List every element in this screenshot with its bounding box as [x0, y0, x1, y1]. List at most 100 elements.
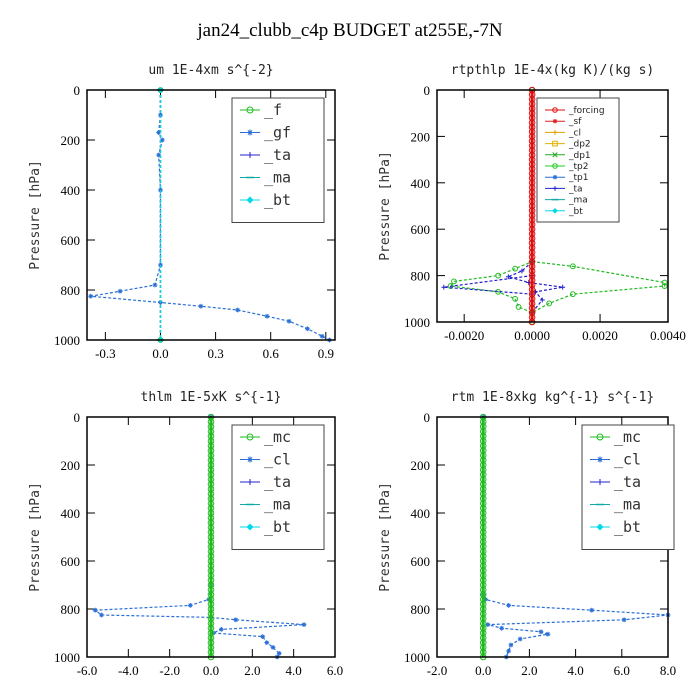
um-legend-marker	[246, 106, 254, 114]
rtpthlp-series-line	[506, 261, 563, 314]
um-series-marker	[235, 307, 241, 313]
um-series-marker	[198, 303, 204, 309]
rtpthlp-legend-label: _dp1	[568, 151, 591, 161]
rtpthlp-series-marker	[528, 109, 536, 117]
thlm-series-marker	[270, 645, 276, 650]
thlm-series-marker	[207, 610, 215, 618]
rtpthlp-y-tick-label: 600	[411, 222, 431, 237]
rtpthlp-series-marker	[528, 309, 536, 317]
thlm-series-marker	[207, 581, 215, 589]
rtpthlp-legend-label: _cl	[568, 128, 581, 138]
rtm-series-marker	[479, 519, 487, 526]
thlm-legend-marker	[246, 433, 254, 441]
rtpthlp-series-marker	[661, 279, 668, 286]
rtm-series-marker	[479, 581, 487, 589]
rtpthlp-y-tick-label: 400	[411, 176, 431, 191]
thlm-series-marker	[207, 519, 215, 526]
rtpthlp-series-marker	[528, 184, 536, 191]
rtm-series-marker	[479, 500, 487, 507]
panel-um: um 1E-4xm s^{-2} Pressure [hPa] -0.3 0.0 0.3…	[28, 63, 336, 361]
rtm-legend-label: _mc	[614, 428, 641, 446]
rtm-panel-title: rtm 1E-8xkg kg^{-1} s^{-1}	[451, 390, 655, 405]
thlm-series-marker	[207, 600, 215, 608]
panel-rtpthlp: rtpthlp 1E-4x(kg K)/(kg s) Pressure [hPa]…	[378, 63, 686, 343]
thlm-series-marker	[264, 640, 270, 645]
rtpthlp-series-marker	[528, 137, 536, 145]
thlm-series-marker	[207, 576, 215, 584]
rtpthlp-legend-marker	[552, 163, 558, 169]
rtm-y-axis-label: Pressure [hPa]	[378, 482, 393, 592]
thlm-series-marker	[207, 471, 215, 478]
thlm-legend-marker	[247, 479, 253, 485]
um-y-axis-label: Pressure [hPa]	[28, 160, 43, 270]
um-legend-marker	[247, 152, 253, 158]
rtpthlp-series-line	[531, 261, 666, 314]
rtm-legend-marker	[596, 433, 604, 441]
rtpthlp-series-marker	[528, 165, 536, 173]
thlm-series-marker	[207, 466, 215, 474]
thlm-series-marker	[218, 627, 224, 632]
um-legend-label: _gf	[264, 124, 291, 142]
thlm-y-tick-label: 800	[61, 602, 81, 617]
um-plot-frame	[86, 89, 336, 341]
rtpthlp-y-tick-label: 0	[424, 83, 431, 98]
rtm-series-marker	[479, 423, 487, 430]
rtpthlp-series-marker	[528, 100, 536, 108]
rtpthlp-legend-marker	[552, 174, 558, 180]
rtm-legend-marker	[597, 456, 603, 463]
thlm-series-marker	[207, 480, 215, 488]
thlm-series-marker	[207, 509, 215, 517]
rtm-x-tick-label: -2.0	[427, 663, 448, 678]
thlm-panel-title: thlm 1E-5xK s^{-1}	[141, 390, 282, 405]
um-y-tick-label: 200	[61, 133, 81, 148]
rtpthlp-series-marker	[528, 147, 536, 154]
rtm-series-marker	[479, 504, 487, 512]
rtpthlp-legend-label: _tp1	[568, 173, 588, 183]
figure-title: jan24_clubb_c4p BUDGET at255E,-7N	[197, 20, 503, 41]
thlm-series-marker	[207, 591, 215, 598]
thlm-series-marker	[207, 543, 215, 550]
thlm-series-marker	[233, 617, 239, 623]
thlm-series-marker	[207, 552, 215, 560]
thlm-series-marker	[207, 447, 215, 454]
um-legend-marker	[247, 129, 253, 136]
rtm-series-marker	[517, 636, 523, 642]
thlm-series-marker	[99, 612, 104, 618]
rtpthlp-series-marker	[528, 170, 536, 177]
panel-rtm: rtm 1E-8xkg kg^{-1} s^{-1} Pressure [hPa]…	[378, 390, 676, 678]
thlm-series-marker	[207, 418, 215, 426]
rtm-series-marker	[479, 461, 487, 469]
um-x-tick-label: -0.3	[95, 346, 116, 361]
rtpthlp-legend-marker	[552, 208, 558, 214]
rtpthlp-series-marker	[528, 128, 536, 136]
rtm-x-tick-label: 2.0	[521, 663, 537, 678]
rtpthlp-series-marker	[528, 188, 536, 196]
rtpthlp-series-marker	[528, 95, 536, 103]
um-series-marker	[305, 326, 310, 332]
thlm-plot-frame	[86, 416, 336, 658]
rtm-series-marker	[479, 572, 487, 579]
um-x-tick-label: 0.3	[207, 346, 223, 361]
rtpthlp-series-marker	[661, 283, 668, 289]
rtm-series-marker	[479, 605, 487, 613]
thlm-legend-label: _bt	[264, 518, 291, 536]
um-y-tick-label: 1000	[54, 333, 80, 348]
rtpthlp-x-tick-label: 0.0000	[514, 328, 550, 343]
rtpthlp-legend-label: _bt	[568, 207, 583, 217]
rtpthlp-series-marker	[451, 278, 457, 285]
rtm-series-marker	[479, 538, 487, 546]
rtpthlp-series-marker	[528, 290, 536, 298]
thlm-y-tick-label: 1000	[54, 650, 80, 665]
rtpthlp-series-marker	[528, 281, 536, 289]
rtpthlp-y-tick-label: 1000	[404, 315, 430, 330]
rtpthlp-series-marker	[528, 174, 536, 182]
rtpthlp-series-marker	[528, 91, 536, 98]
rtpthlp-series-marker	[528, 207, 536, 214]
thlm-x-tick-label: -2.0	[159, 663, 180, 678]
thlm-series-marker	[207, 634, 215, 642]
rtm-legend-marker	[596, 523, 604, 531]
thlm-legend-marker	[246, 523, 254, 531]
thlm-x-tick-label: 6.0	[327, 663, 343, 678]
thlm-series-marker	[206, 597, 212, 602]
